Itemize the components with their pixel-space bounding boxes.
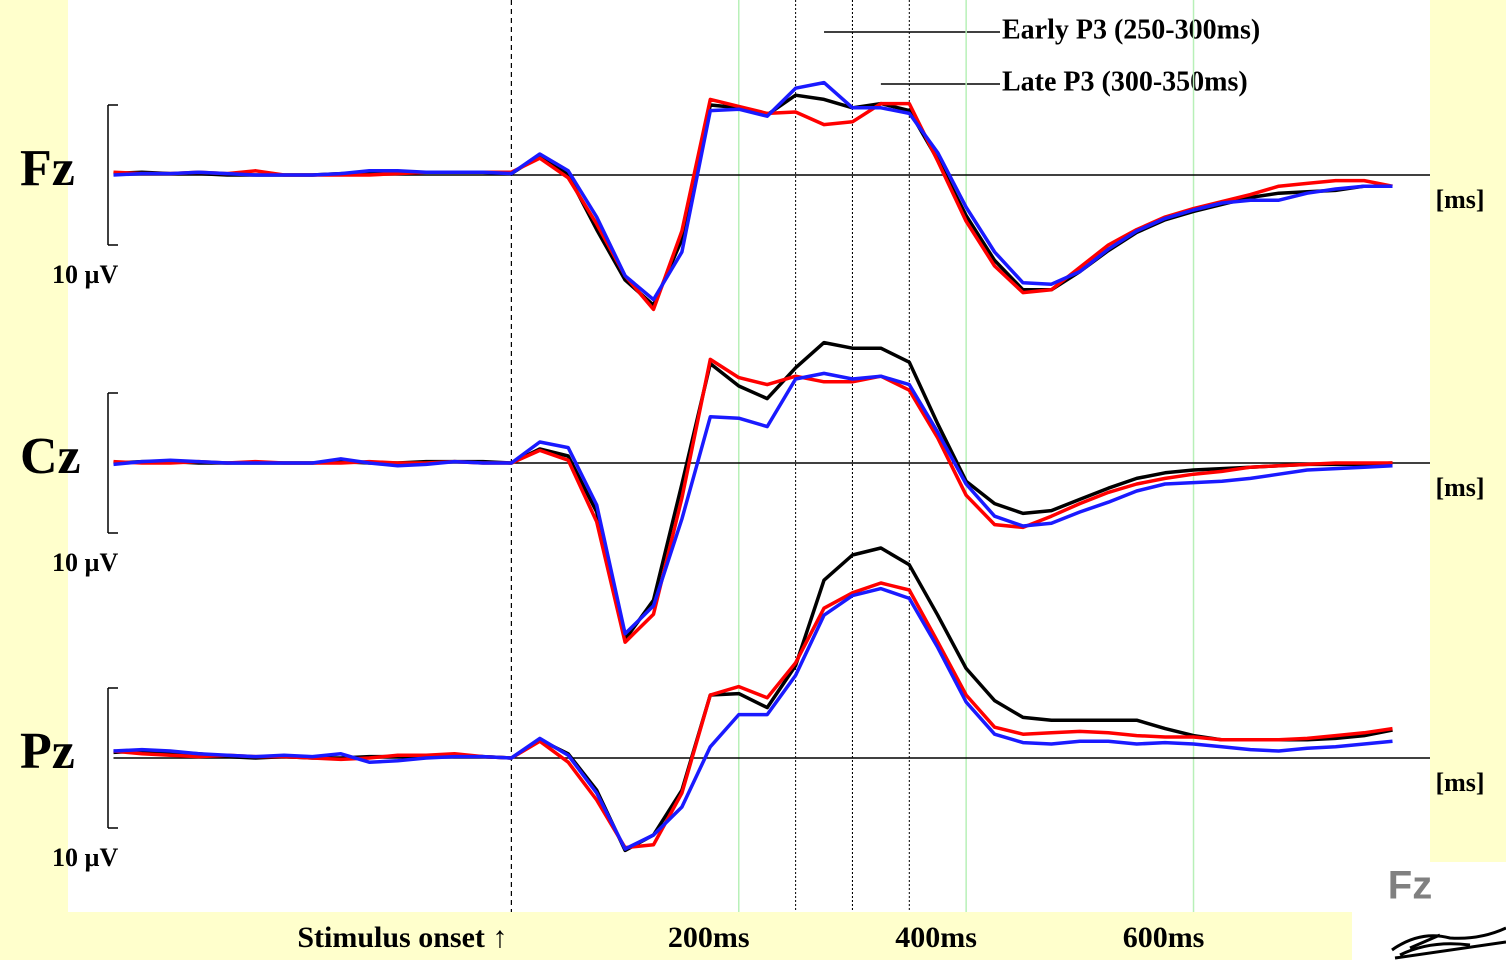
scale-bar — [107, 687, 118, 829]
plot-area — [68, 0, 1430, 912]
waveform — [113, 371, 1393, 636]
panel-label: Cz — [20, 428, 81, 485]
waveform — [113, 586, 1393, 851]
x-tick-label: 400ms — [895, 921, 977, 954]
inset-label: Fz — [1388, 864, 1432, 908]
inset: Fz — [1352, 862, 1506, 960]
scale-bar — [107, 104, 118, 246]
x-unit-label: [ms] — [1435, 185, 1484, 214]
panel-label: Pz — [20, 723, 75, 780]
waveform — [113, 357, 1393, 644]
x-unit-label: [ms] — [1435, 768, 1484, 797]
panel-label: Fz — [20, 140, 75, 197]
x-tick-label: 200ms — [668, 921, 750, 954]
x-tick-label: Stimulus onset ↑ — [297, 921, 507, 954]
scale-label: 10 µV — [52, 260, 118, 289]
annotation-label: Late P3 (300-350ms) — [1002, 66, 1248, 97]
inset-box — [1352, 862, 1506, 960]
x-tick-label: 600ms — [1123, 921, 1205, 954]
annotation-label: Early P3 (250-300ms) — [1002, 14, 1260, 45]
scale-label: 10 µV — [52, 548, 118, 577]
scale-label: 10 µV — [52, 843, 118, 872]
waveform — [113, 581, 1393, 850]
x-unit-label: [ms] — [1435, 473, 1484, 502]
inset-drawing — [1391, 926, 1506, 960]
waveform — [113, 80, 1393, 302]
scale-bar — [107, 392, 118, 534]
